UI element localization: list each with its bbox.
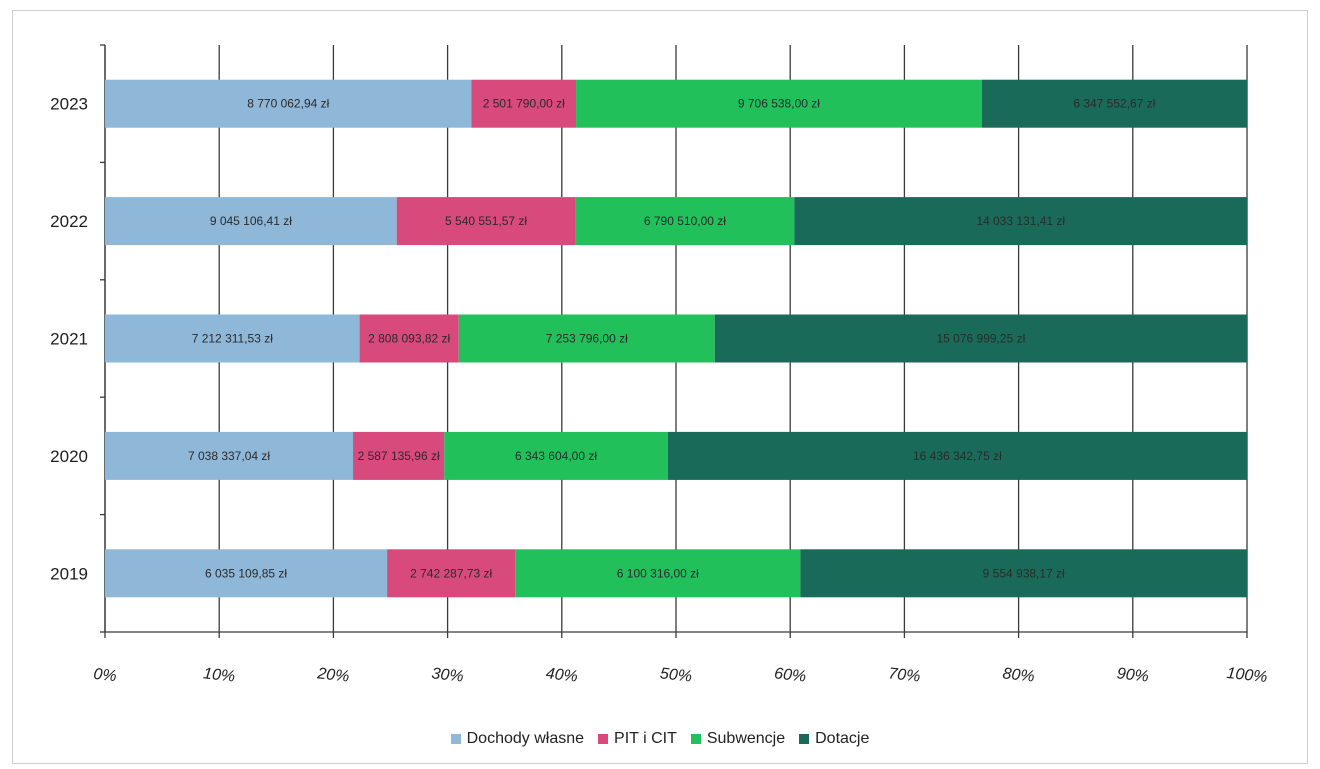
data-label: 6 347 552,67 zł bbox=[1073, 97, 1155, 111]
bar-segment bbox=[105, 314, 360, 363]
legend-item: Dotacje bbox=[799, 730, 869, 748]
data-label: 7 212 311,53 zł bbox=[192, 332, 274, 346]
data-label: 2 808 093,82 zł bbox=[368, 332, 450, 346]
legend-swatch bbox=[450, 734, 461, 744]
bar-segment bbox=[667, 431, 1247, 480]
data-label: 8 770 062,94 zł bbox=[247, 97, 329, 111]
bar-segment bbox=[105, 431, 354, 480]
data-label: 16 436 342,75 zł bbox=[913, 449, 1002, 463]
legend-swatch bbox=[690, 734, 701, 744]
bar-segment bbox=[105, 549, 388, 598]
data-label: 2 501 790,00 zł bbox=[483, 97, 565, 111]
x-tick-label: 60% bbox=[773, 665, 807, 685]
bar-segment bbox=[576, 79, 982, 128]
data-label: 7 038 337,04 zł bbox=[188, 449, 270, 463]
bar-segment bbox=[575, 197, 795, 246]
legend-label: PIT i CIT bbox=[614, 730, 677, 747]
data-label: 2 742 287,73 zł bbox=[410, 566, 492, 580]
data-label: 6 100 316,00 zł bbox=[617, 566, 699, 580]
data-label: 9 706 538,00 zł bbox=[738, 97, 820, 111]
legend-item: Dochody własne bbox=[450, 730, 585, 748]
x-tick-label: 80% bbox=[1002, 665, 1036, 685]
x-tick-label: 0% bbox=[93, 666, 118, 685]
data-label: 9 554 938,17 zł bbox=[983, 566, 1065, 580]
y-tick-label: 2022 bbox=[50, 212, 88, 231]
data-label: 9 045 106,41 zł bbox=[210, 214, 292, 228]
legend-label: Dochody własne bbox=[466, 730, 585, 747]
x-tick-label: 30% bbox=[431, 665, 465, 685]
x-tick-label: 20% bbox=[316, 665, 351, 685]
y-tick-label: 2019 bbox=[50, 564, 88, 583]
y-tick-label: 2023 bbox=[50, 95, 88, 114]
x-tick-label: 90% bbox=[1116, 665, 1150, 685]
chart-frame bbox=[12, 10, 1308, 764]
x-tick-label: 100% bbox=[1226, 665, 1268, 686]
x-tick-label: 10% bbox=[202, 665, 236, 685]
legend: Dochody własne PIT i CIT Subwencje Dotacje bbox=[0, 730, 1320, 748]
legend-item: Subwencje bbox=[690, 730, 786, 748]
bar-segment bbox=[800, 549, 1247, 598]
y-tick-label: 2021 bbox=[50, 330, 88, 349]
legend-swatch bbox=[799, 734, 810, 744]
data-label: 14 033 131,41 zł bbox=[976, 214, 1065, 228]
bar-segment bbox=[353, 431, 445, 480]
data-label: 6 790 510,00 zł bbox=[644, 214, 726, 228]
bar-segment bbox=[515, 549, 801, 598]
legend-label: Subwencje bbox=[706, 730, 786, 747]
bar-segment bbox=[471, 79, 577, 128]
bar-segment bbox=[714, 314, 1247, 363]
bar-segment bbox=[444, 431, 668, 480]
data-label: 6 343 604,00 zł bbox=[515, 449, 597, 463]
data-label: 2 587 135,96 zł bbox=[358, 449, 440, 463]
x-tick-label: 40% bbox=[545, 665, 579, 685]
x-tick-label: 50% bbox=[659, 665, 693, 685]
bar-segment bbox=[105, 79, 472, 128]
bar-segment bbox=[794, 197, 1247, 246]
data-label: 7 253 796,00 zł bbox=[546, 332, 628, 346]
x-tick-label: 70% bbox=[888, 665, 922, 685]
bar-segment bbox=[105, 197, 397, 246]
bar-segment bbox=[359, 314, 459, 363]
bar-segment bbox=[387, 549, 516, 598]
bar-segment bbox=[981, 79, 1247, 128]
data-label: 15 076 999,25 zł bbox=[937, 332, 1026, 346]
legend-item: PIT i CIT bbox=[598, 730, 677, 748]
data-label: 5 540 551,57 zł bbox=[445, 214, 527, 228]
data-label: 6 035 109,85 zł bbox=[205, 566, 287, 580]
y-tick-label: 2020 bbox=[50, 447, 88, 466]
legend-swatch bbox=[598, 734, 609, 744]
bar-segment bbox=[458, 314, 715, 363]
legend-label: Dotacje bbox=[815, 730, 870, 747]
bar-segment bbox=[396, 197, 576, 246]
